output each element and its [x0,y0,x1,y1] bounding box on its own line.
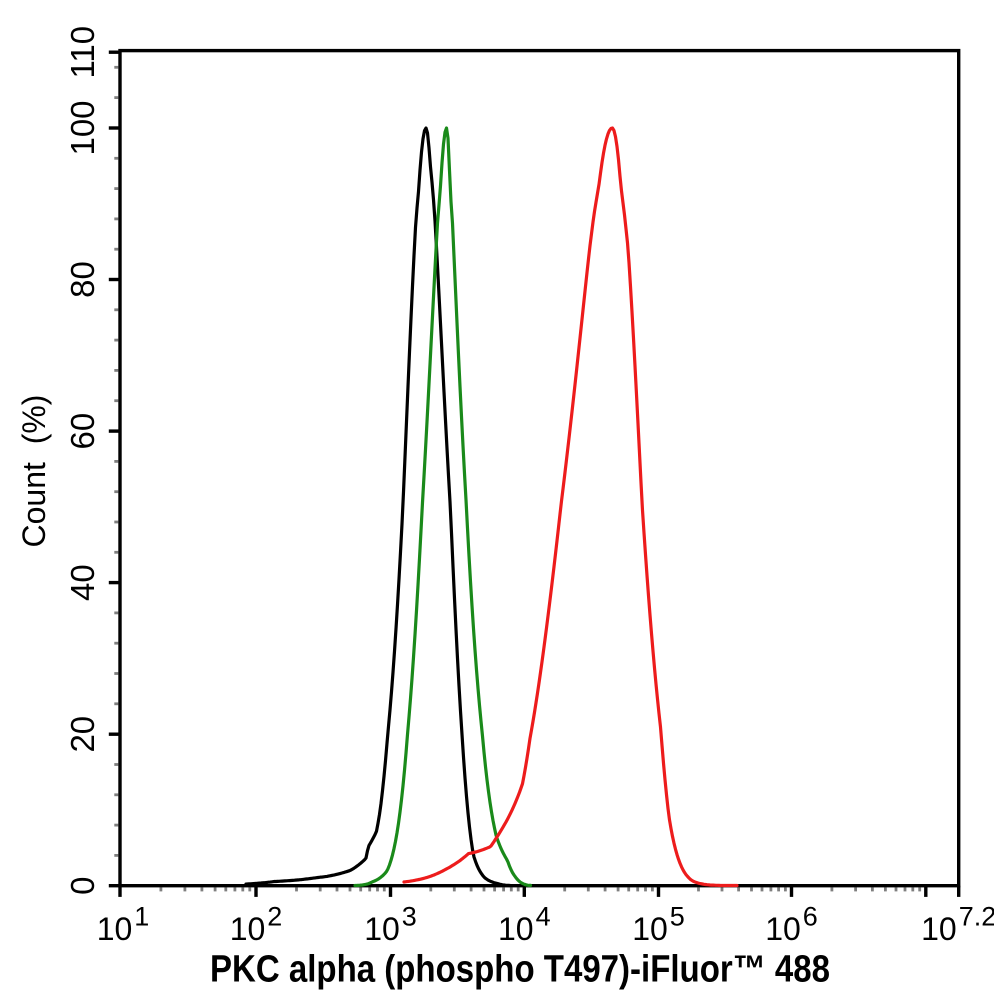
svg-text:110: 110 [64,26,101,79]
svg-text:40: 40 [64,564,101,601]
svg-text:20: 20 [64,716,101,753]
svg-text:80: 80 [64,261,101,298]
svg-text:60: 60 [64,413,101,450]
svg-text:Count (%): Count (%) [16,395,52,548]
svg-text:0: 0 [64,877,101,895]
svg-text:100: 100 [64,100,101,155]
svg-text:PKC alpha (phospho T497)-iFluo: PKC alpha (phospho T497)-iFluor™ 488 [210,949,830,991]
